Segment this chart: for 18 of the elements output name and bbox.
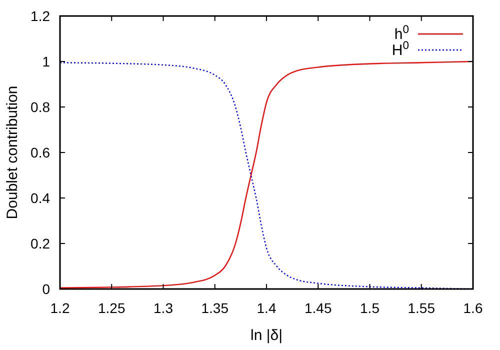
x-tick-label: 1.5 bbox=[360, 300, 380, 316]
y-tick-label: 1 bbox=[42, 54, 50, 70]
x-axis-title: ln |δ| bbox=[250, 327, 282, 344]
x-tick-label: 1.35 bbox=[201, 300, 229, 316]
x-tick-label: 1.6 bbox=[463, 300, 483, 316]
x-tick-label: 1.55 bbox=[408, 300, 436, 316]
y-tick-label: 0.8 bbox=[30, 99, 50, 115]
y-tick-label: 1.2 bbox=[30, 8, 50, 24]
y-tick-label: 0.6 bbox=[30, 144, 50, 160]
y-tick-label: 0.4 bbox=[30, 190, 50, 206]
y-axis-title: Doublet contribution bbox=[4, 86, 21, 220]
y-tick-label: 0.2 bbox=[30, 236, 50, 252]
x-tick-label: 1.3 bbox=[154, 300, 174, 316]
legend-label: H$^{0}$ bbox=[392, 40, 409, 59]
x-tick-label: 1.25 bbox=[98, 300, 126, 316]
x-tick-label: 1.45 bbox=[304, 300, 332, 316]
y-tick-label: 0 bbox=[42, 281, 50, 297]
x-tick-label: 1.4 bbox=[256, 300, 276, 316]
